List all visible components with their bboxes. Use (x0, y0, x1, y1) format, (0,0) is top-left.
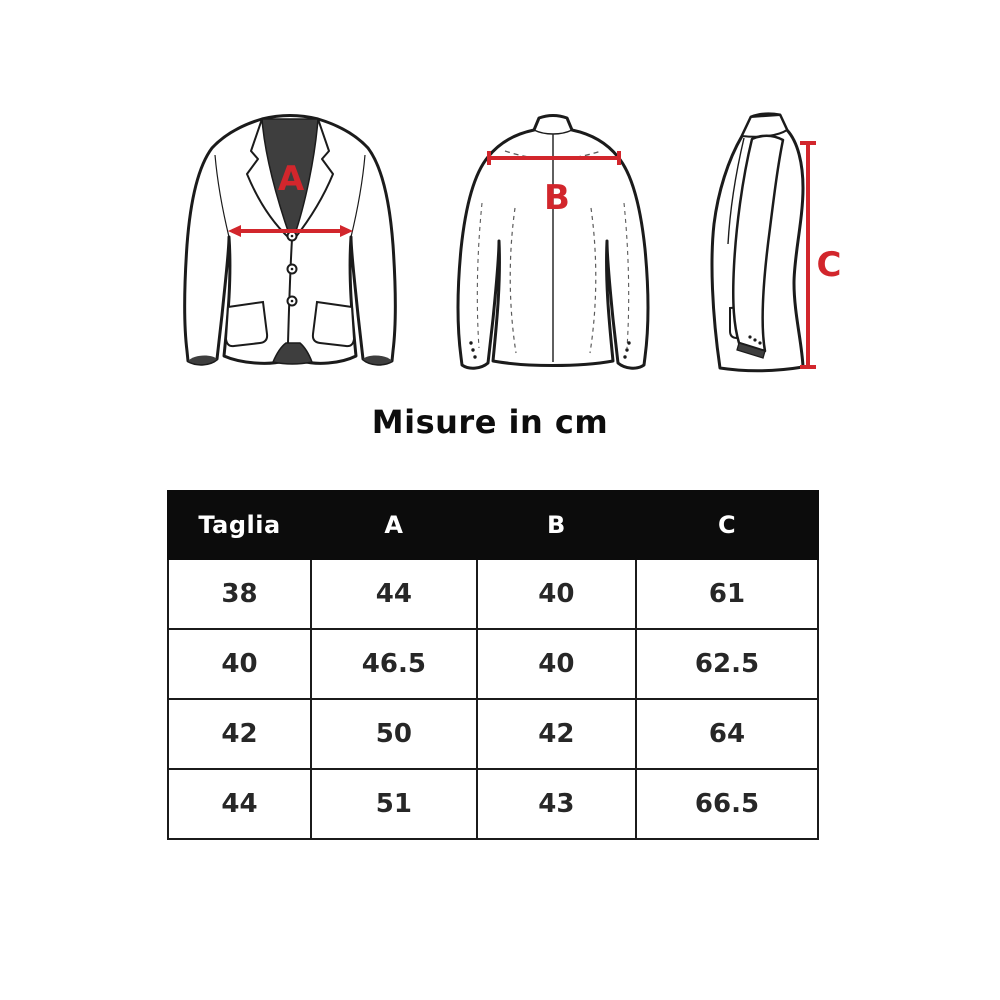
front-right-cuff (363, 355, 392, 365)
table-row: 42 50 42 64 (167, 698, 819, 770)
column-header-c: C (635, 490, 819, 560)
back-cuff-buttons (469, 341, 631, 359)
column-header-b: B (475, 490, 638, 560)
front-right-pocket (311, 300, 356, 348)
table-row: 38 44 40 61 (167, 558, 819, 630)
measure-cell: 50 (310, 698, 478, 770)
measure-label-b: B (544, 178, 570, 218)
column-header-taglia: Taglia (167, 490, 312, 560)
size-table: Taglia A B C 38 44 40 61 40 46.5 40 62.5 (167, 490, 819, 840)
measure-line-c (800, 141, 816, 369)
front-left-pocket (224, 300, 269, 348)
side-lapel-line (727, 137, 745, 245)
measure-cell: 40 (475, 628, 638, 700)
back-left-blade-dashed (509, 207, 517, 354)
table-row: 40 46.5 40 62.5 (167, 628, 819, 700)
side-sleeve (731, 134, 785, 353)
measure-cell: 66.5 (635, 768, 819, 840)
measure-cell: 43 (475, 768, 638, 840)
measure-label-a: A (278, 159, 305, 199)
header-row: Taglia A B C (167, 490, 819, 560)
front-hem-opening (271, 342, 314, 365)
size-cell: 44 (167, 768, 312, 840)
measure-cell: 62.5 (635, 628, 819, 700)
page-title: Misure in cm (371, 403, 609, 441)
back-right-sleeve-crease (623, 202, 630, 349)
front-opening-line (287, 238, 293, 344)
size-cell: 40 (167, 628, 312, 700)
measure-cell: 64 (635, 698, 819, 770)
side-collar (741, 114, 788, 138)
measure-cell: 40 (475, 558, 638, 630)
size-table-container: Taglia A B C 38 44 40 61 40 46.5 40 62.5 (167, 490, 819, 840)
front-left-armhole-seam (214, 154, 230, 238)
measure-arrow-a (228, 225, 353, 237)
front-right-armhole-seam (350, 154, 366, 238)
front-left-cuff (188, 355, 217, 365)
jacket-side-view-diagram: C (710, 112, 842, 373)
jacket-front-view-diagram: A (183, 114, 397, 366)
measure-cell: 51 (310, 768, 478, 840)
jacket-back-view-diagram: B (456, 114, 650, 370)
measure-cell: 44 (310, 558, 478, 630)
measure-cell: 46.5 (310, 628, 478, 700)
side-cuff-opening (736, 342, 766, 359)
measure-label-c: C (817, 245, 842, 285)
back-left-sleeve-crease (476, 202, 483, 349)
table-row: 44 51 43 66.5 (167, 768, 819, 840)
measure-cell: 42 (475, 698, 638, 770)
back-right-blade-dashed (589, 207, 597, 354)
side-cuff-buttons (748, 335, 762, 345)
column-header-a: A (310, 490, 478, 560)
size-cell: 38 (167, 558, 312, 630)
size-cell: 42 (167, 698, 312, 770)
measure-cell: 61 (635, 558, 819, 630)
measure-line-b (487, 151, 621, 165)
